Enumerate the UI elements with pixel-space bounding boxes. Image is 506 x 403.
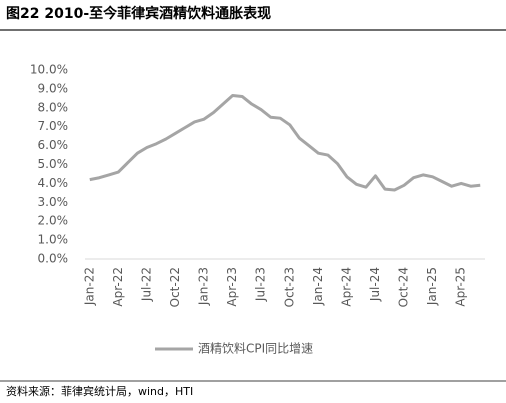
x-tick-label: Jul-23 [254,267,268,302]
x-tick-label: Apr-23 [225,267,239,307]
y-tick-label: 6.0% [38,138,69,152]
series-line [89,94,481,192]
x-tick-label: Jan-24 [311,267,325,306]
y-tick-label: 1.0% [38,233,69,247]
x-tick-label: Oct-23 [282,267,296,307]
x-tick-label: Jul-22 [139,267,153,302]
y-tick-label: 5.0% [38,157,69,171]
y-tick-label: 10.0% [30,63,68,77]
x-tick-label: Jan-25 [425,267,439,306]
y-tick-label: 7.0% [38,119,69,133]
x-tick-label: Oct-24 [397,267,411,307]
x-tick-label: Apr-22 [111,267,125,307]
x-tick-label: Apr-25 [454,267,468,307]
y-tick-label: 3.0% [38,195,69,209]
y-tick-label: 9.0% [38,81,69,95]
x-tick-label: Apr-24 [339,267,353,307]
legend-label: 酒精饮料CPI同比增速 [198,342,313,356]
x-tick-label: Oct-22 [168,267,182,307]
y-tick-label: 8.0% [38,100,69,114]
y-tick-label: 2.0% [38,214,69,228]
x-tick-label: Jan-22 [82,267,96,306]
y-tick-label: 0.0% [38,252,69,266]
y-tick-label: 4.0% [38,176,69,190]
source: 资料来源：菲律宾统计局，wind，HTI [6,384,193,398]
chart-title: 图22 2010-至今菲律宾酒精饮料通胀表现 [6,5,271,22]
x-tick-label: Jan-23 [197,267,211,306]
x-tick-label: Jul-24 [368,267,382,302]
